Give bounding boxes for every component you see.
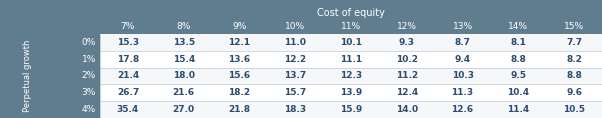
Text: 15.3: 15.3 xyxy=(117,38,139,47)
Text: 2%: 2% xyxy=(82,72,96,80)
Text: 14.0: 14.0 xyxy=(396,105,418,114)
Text: 11.4: 11.4 xyxy=(507,105,529,114)
Text: 15.4: 15.4 xyxy=(173,55,195,64)
Text: 15.9: 15.9 xyxy=(340,105,362,114)
Text: 10.5: 10.5 xyxy=(563,105,585,114)
Bar xyxy=(100,51,602,68)
Text: 18.0: 18.0 xyxy=(173,72,194,80)
Text: 11.3: 11.3 xyxy=(452,88,474,97)
Text: 1%: 1% xyxy=(82,55,96,64)
Text: 8.1: 8.1 xyxy=(510,38,526,47)
Text: 10.2: 10.2 xyxy=(396,55,418,64)
Text: Perpetual growth: Perpetual growth xyxy=(23,40,33,112)
Text: 12.2: 12.2 xyxy=(284,55,306,64)
Text: 18.3: 18.3 xyxy=(284,105,306,114)
Text: 10.1: 10.1 xyxy=(340,38,362,47)
Text: Cost of equity: Cost of equity xyxy=(317,8,385,18)
Text: 13.7: 13.7 xyxy=(284,72,306,80)
Text: 13.9: 13.9 xyxy=(340,88,362,97)
Text: 13.5: 13.5 xyxy=(173,38,194,47)
Bar xyxy=(100,84,602,101)
Text: 18.2: 18.2 xyxy=(228,88,250,97)
Text: 9.4: 9.4 xyxy=(455,55,471,64)
Text: 15%: 15% xyxy=(564,22,584,31)
Bar xyxy=(100,34,602,51)
Text: 4%: 4% xyxy=(82,105,96,114)
Text: 13%: 13% xyxy=(453,22,473,31)
Text: 13.6: 13.6 xyxy=(228,55,250,64)
Text: 8.2: 8.2 xyxy=(566,55,582,64)
Text: 27.0: 27.0 xyxy=(173,105,194,114)
Text: 10.4: 10.4 xyxy=(507,88,529,97)
Text: 8.8: 8.8 xyxy=(566,72,582,80)
Text: 9%: 9% xyxy=(232,22,247,31)
Text: 11.2: 11.2 xyxy=(396,72,418,80)
Text: 11.0: 11.0 xyxy=(284,38,306,47)
Bar xyxy=(100,101,602,118)
Text: 0%: 0% xyxy=(82,38,96,47)
Text: 12.1: 12.1 xyxy=(228,38,250,47)
Text: 8%: 8% xyxy=(176,22,191,31)
Text: 21.8: 21.8 xyxy=(228,105,250,114)
Text: 12.4: 12.4 xyxy=(396,88,418,97)
Text: 12.6: 12.6 xyxy=(452,105,474,114)
Text: 11%: 11% xyxy=(341,22,361,31)
Text: 14%: 14% xyxy=(508,22,529,31)
Text: 3%: 3% xyxy=(82,88,96,97)
Text: 9.5: 9.5 xyxy=(510,72,526,80)
Text: 7%: 7% xyxy=(121,22,135,31)
Text: 15.6: 15.6 xyxy=(228,72,250,80)
Text: 7.7: 7.7 xyxy=(566,38,582,47)
Text: 9.6: 9.6 xyxy=(566,88,582,97)
Text: 21.6: 21.6 xyxy=(173,88,194,97)
Text: 15.7: 15.7 xyxy=(284,88,306,97)
Text: 11.1: 11.1 xyxy=(340,55,362,64)
Text: 8.7: 8.7 xyxy=(455,38,471,47)
Text: 12%: 12% xyxy=(397,22,417,31)
Text: 8.8: 8.8 xyxy=(510,55,526,64)
Bar xyxy=(100,34,602,118)
Text: 35.4: 35.4 xyxy=(117,105,139,114)
Bar xyxy=(100,68,602,84)
Text: 9.3: 9.3 xyxy=(399,38,415,47)
Text: 10.3: 10.3 xyxy=(452,72,474,80)
Text: 17.8: 17.8 xyxy=(117,55,139,64)
Text: 26.7: 26.7 xyxy=(117,88,139,97)
Text: 12.3: 12.3 xyxy=(340,72,362,80)
Text: 21.4: 21.4 xyxy=(117,72,139,80)
Text: 10%: 10% xyxy=(285,22,305,31)
